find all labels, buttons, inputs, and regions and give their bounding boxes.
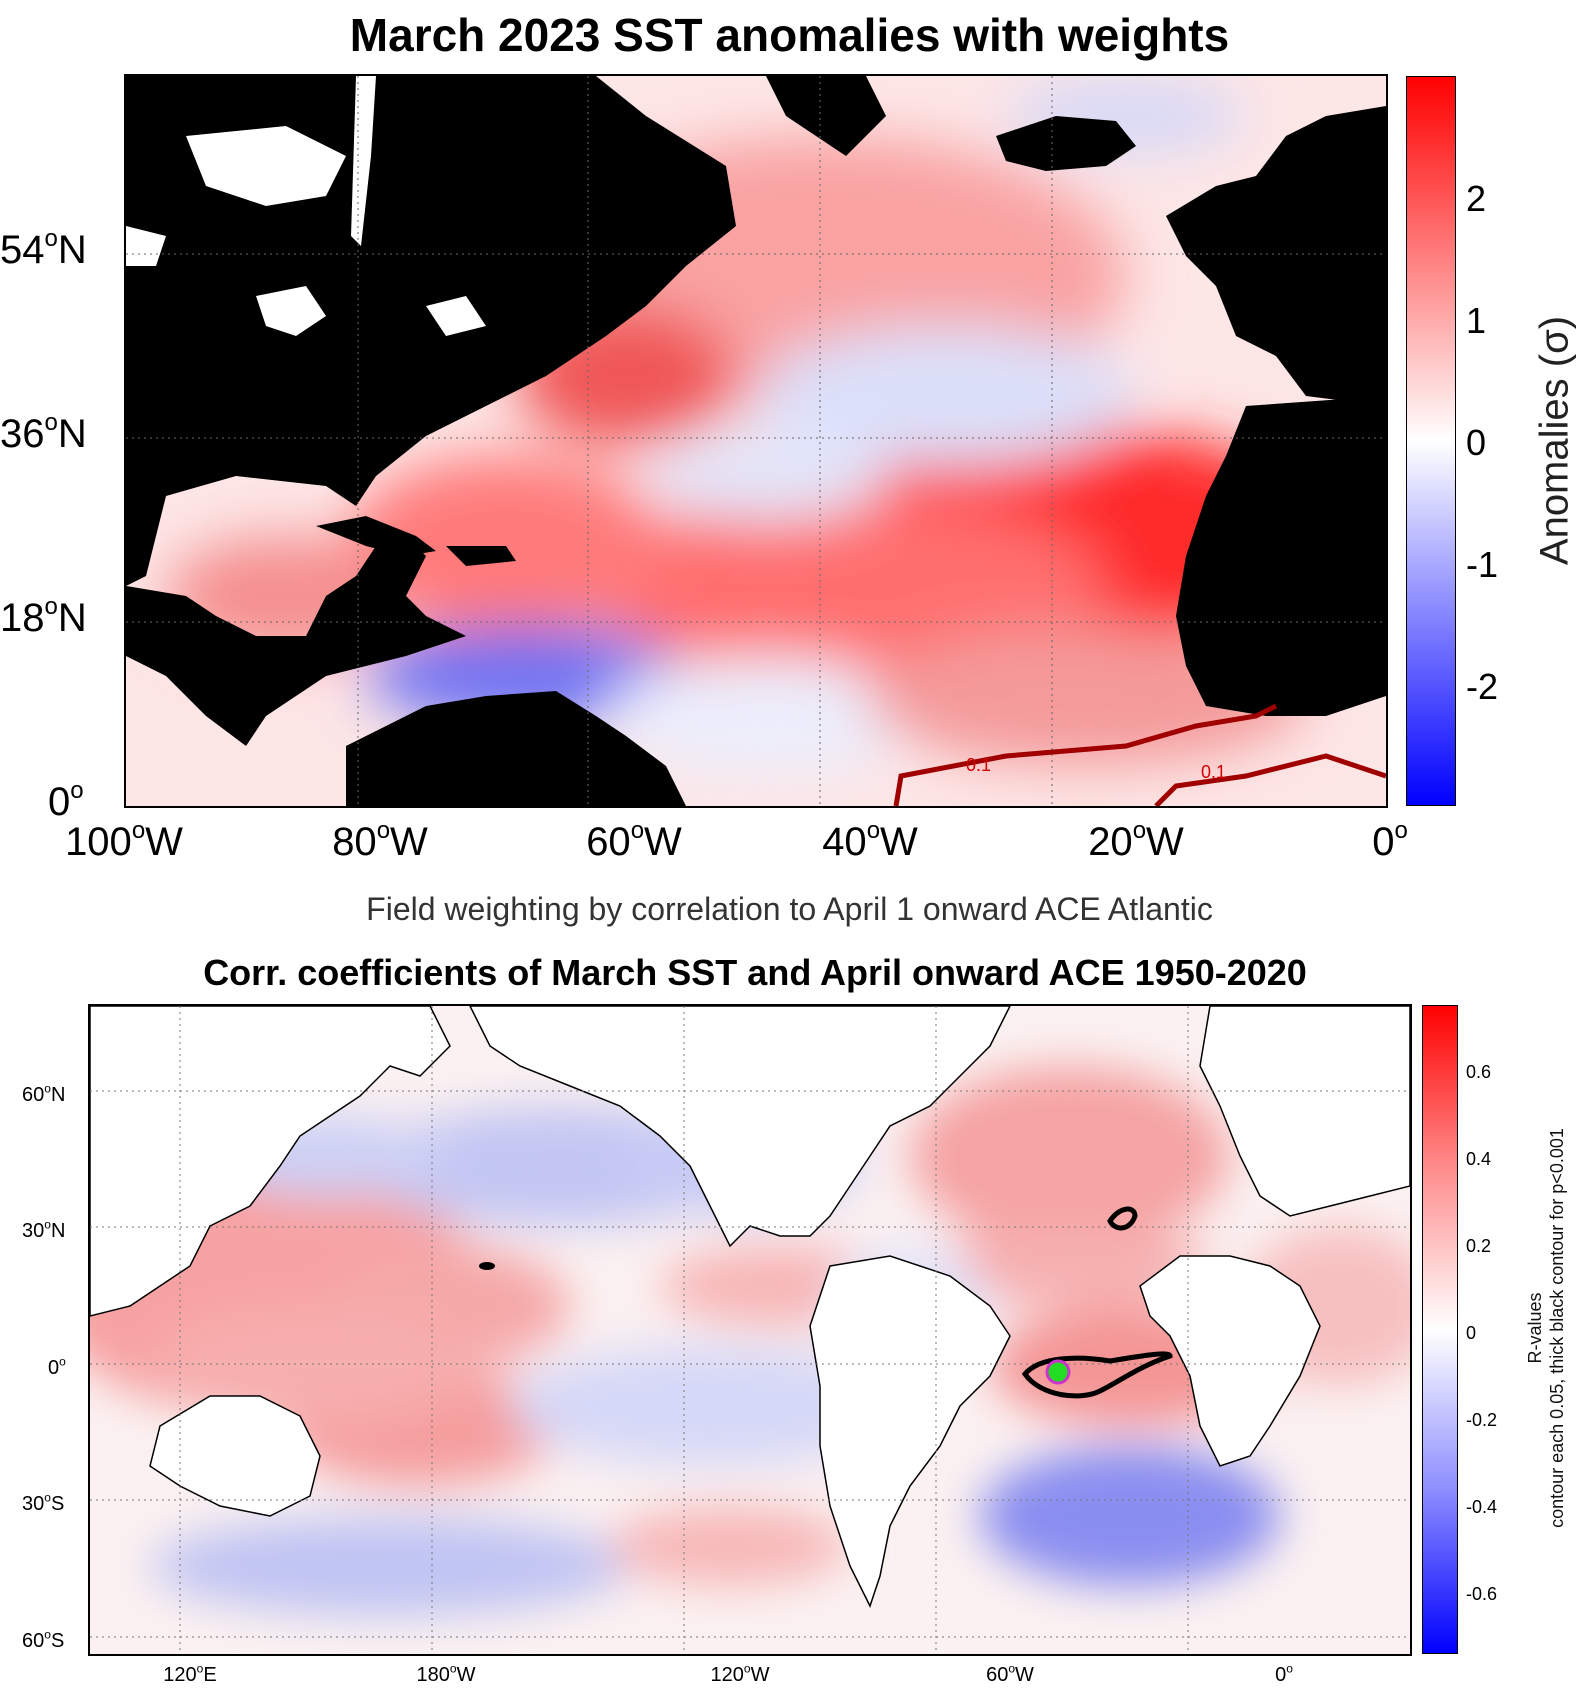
lat-label-36n: 36oN — [0, 409, 87, 456]
lon-label-80w: 80oW — [332, 817, 428, 864]
panel1-title: March 2023 SST anomalies with weights — [349, 9, 1230, 61]
lat-label-0: 0o — [48, 1354, 66, 1379]
contour-label-1: 0.1 — [966, 755, 991, 775]
north-america-land — [469, 1006, 1011, 1248]
greenland-land — [766, 76, 886, 156]
significance-contour-equatorial — [1021, 1351, 1173, 1399]
lon-label-60w: 60oW — [986, 1661, 1034, 1686]
central-america-land — [126, 536, 466, 746]
africa-land — [1176, 396, 1386, 716]
iceland-land — [996, 116, 1136, 171]
cbar2-tick: 0.4 — [1466, 1149, 1492, 1169]
lon-label-0: 0o — [1372, 817, 1408, 864]
lat-label-30s: 30oS — [22, 1490, 65, 1515]
lat-label-60n: 60oN — [22, 1081, 66, 1106]
cbar1-tick: 2 — [1466, 178, 1487, 219]
lon-label-0: 0o — [1275, 1661, 1293, 1686]
lon-label-180w: 180oW — [416, 1661, 476, 1686]
graticule — [126, 76, 1386, 806]
weight-contour-b — [1154, 753, 1386, 806]
cbar2-tick: -0.4 — [1466, 1497, 1498, 1517]
cbar2-tick: -0.2 — [1466, 1410, 1498, 1430]
lat-label-0: 0o — [48, 777, 84, 824]
africa-land — [1139, 1255, 1321, 1467]
correlation-map — [88, 1004, 1412, 1656]
cbar2-tick: 0 — [1466, 1323, 1477, 1343]
sst-anomaly-map: 0.1 0.1 — [124, 74, 1388, 808]
cbar2-tick: 0.6 — [1466, 1062, 1492, 1082]
lat-label-54n: 54oN — [0, 225, 87, 272]
contour-label-2: 0.1 — [1201, 762, 1226, 782]
lon-label-120w: 120oW — [710, 1661, 770, 1686]
lon-label-120e: 120oE — [163, 1661, 217, 1686]
lon-label-60w: 60oW — [586, 817, 682, 864]
cbar2-tick: -0.6 — [1466, 1584, 1498, 1604]
continents — [90, 1006, 1410, 1608]
cbar1-tick: 0 — [1466, 422, 1487, 463]
cbar2-tick: 0.2 — [1466, 1236, 1492, 1256]
rvalue-label-line1: R-values — [1525, 1292, 1545, 1364]
significance-contour-pacific — [479, 1262, 495, 1270]
europe-land — [1199, 1006, 1410, 1217]
weight-contour-a — [893, 703, 1278, 806]
location-marker — [1045, 1359, 1071, 1385]
panel1-subtitle: Field weighting by correlation to April … — [366, 891, 1213, 927]
cbar1-tick: -2 — [1466, 666, 1499, 707]
anomaly-colorbar-label: Anomalies (σ) — [1532, 315, 1577, 566]
lat-label-30n: 30oN — [22, 1217, 66, 1242]
south-america-land — [346, 691, 686, 806]
rvalue-colorbar-label: R-values contour each 0.05, thick black … — [1524, 1028, 1568, 1628]
cuba-land — [316, 516, 436, 556]
europe-land — [1166, 106, 1386, 406]
lat-label-18n: 18oN — [0, 593, 87, 640]
lat-label-60s: 60oS — [22, 1627, 65, 1652]
lon-label-20w: 20oW — [1088, 817, 1184, 864]
lon-label-100w: 100oW — [65, 817, 183, 864]
south-america-land — [809, 1255, 1011, 1608]
cbar1-tick: 1 — [1466, 300, 1487, 341]
panel2-title: Corr. coefficients of March SST and Apri… — [203, 952, 1307, 993]
asia-land — [90, 1006, 451, 1317]
graticule — [90, 1006, 1410, 1654]
sst-anomaly-map-svg: 0.1 0.1 — [126, 76, 1386, 806]
anomaly-colorbar — [1406, 76, 1456, 806]
correlation-map-svg — [90, 1006, 1410, 1654]
lon-label-40w: 40oW — [822, 817, 918, 864]
cbar1-tick: -1 — [1466, 544, 1499, 585]
australia-land — [149, 1395, 321, 1517]
rvalue-label-line2: contour each 0.05, thick black contour f… — [1547, 1128, 1567, 1528]
significance-contour-iberia — [1107, 1206, 1138, 1231]
rvalue-colorbar — [1422, 1005, 1458, 1654]
